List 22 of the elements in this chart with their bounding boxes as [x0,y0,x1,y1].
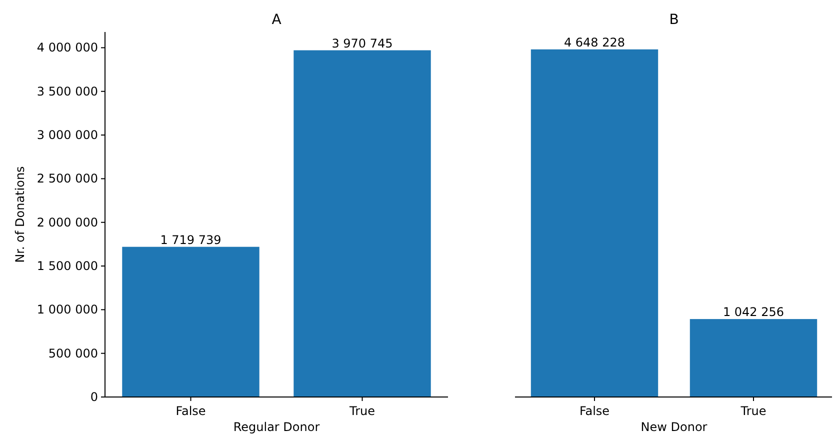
x-tick-label: False [579,404,610,418]
data-label: 1 042 256 [722,305,784,320]
data-label: 4 648 228 [564,35,626,50]
x-axis-title: Regular Donor [233,420,320,434]
y-tick-label: 1 000 000 [36,302,98,317]
x-tick-label: False [176,404,206,418]
chart-title: A [272,12,282,28]
y-tick-label: 2 000 000 [36,215,98,230]
y-axis-title: Nr. of Donations [13,166,27,263]
x-axis-title: New Donor [640,420,708,434]
y-tick-label: 1 500 000 [36,259,98,274]
y-tick-label: 3 500 000 [36,84,98,98]
data-label: 1 719 739 [160,232,222,247]
chart-title: B [669,12,679,28]
data-label: 3 970 745 [332,36,393,50]
y-tick-label: 500 000 [48,346,98,360]
y-tick-label: 3 000 000 [36,128,98,142]
y-tick-label: 4 000 000 [36,40,98,55]
x-tick-label: True [348,404,375,418]
y-tick-label: 0 [90,390,98,404]
x-tick-label: True [740,404,766,418]
y-tick-label: 2 500 000 [36,172,98,186]
